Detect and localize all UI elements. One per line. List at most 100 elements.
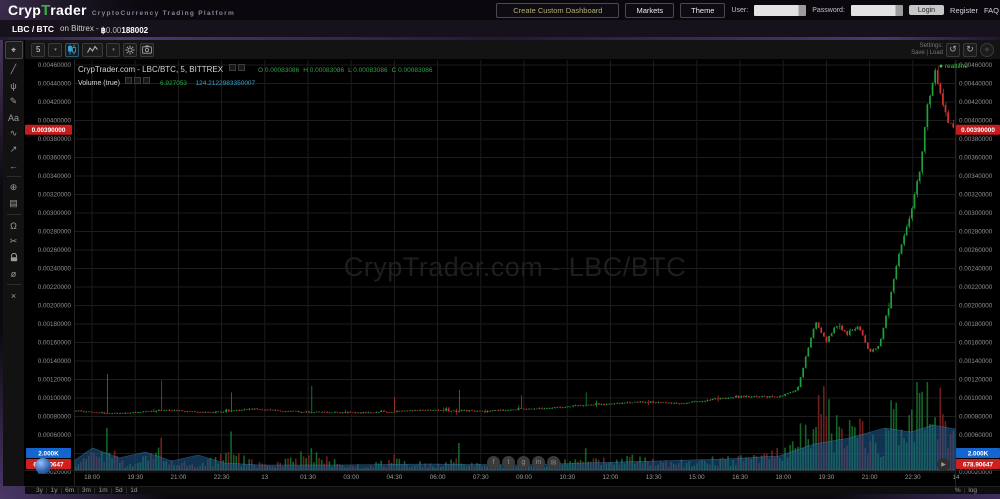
share-google-button[interactable]: g bbox=[517, 456, 530, 469]
interval-dropdown-button[interactable]: ▾ bbox=[48, 42, 63, 57]
candlestick-type-icon[interactable] bbox=[65, 42, 80, 57]
theme-toggle-button[interactable]: ● bbox=[980, 42, 994, 57]
range-3m-button[interactable]: 3m bbox=[81, 487, 91, 494]
chart-shell: 5 ▾ ▾ Settings: Save | Load ↺ ↻ ● bbox=[3, 40, 1000, 494]
ohlc-key: L bbox=[348, 67, 352, 74]
measure-tool-icon[interactable]: ▤ bbox=[9, 198, 18, 208]
arrow-tool-icon[interactable]: ← bbox=[9, 160, 18, 171]
position-tool-icon[interactable]: ↗ bbox=[9, 144, 18, 154]
svg-text:0.00440000: 0.00440000 bbox=[38, 81, 72, 88]
scale-log-button[interactable]: log bbox=[968, 487, 977, 494]
indicators-button[interactable] bbox=[82, 42, 104, 57]
range-5d-button[interactable]: 5d bbox=[115, 487, 123, 494]
faq-link[interactable]: FAQ bbox=[983, 5, 999, 15]
range-3y-button[interactable]: 3y bbox=[36, 487, 43, 494]
scale-%-button[interactable]: % bbox=[954, 487, 961, 494]
svg-text:0.00060000: 0.00060000 bbox=[38, 432, 72, 439]
share-facebook-button[interactable]: f bbox=[487, 456, 500, 469]
svg-text:22:30: 22:30 bbox=[214, 474, 230, 481]
svg-text:0.00200000: 0.00200000 bbox=[38, 303, 72, 310]
brush-tool-icon[interactable]: ✎ bbox=[9, 96, 18, 106]
volume-close-button[interactable] bbox=[143, 77, 151, 85]
price-value: 188002 bbox=[121, 25, 149, 35]
chart-panel: CrypTrader.com - LBC/BTC 0.00460000 0.004… bbox=[25, 60, 1000, 486]
range-1m-button[interactable]: 1m bbox=[98, 487, 108, 494]
text-tool-icon[interactable]: Aa bbox=[7, 112, 19, 123]
svg-text:0.00420000: 0.00420000 bbox=[38, 99, 72, 106]
svg-text:0.00400000: 0.00400000 bbox=[959, 118, 993, 125]
legend-edit-button[interactable] bbox=[228, 64, 236, 72]
svg-text:0.00220000: 0.00220000 bbox=[959, 284, 993, 291]
snapshot-button[interactable] bbox=[140, 42, 155, 57]
redo-button[interactable]: ↻ bbox=[963, 42, 977, 57]
gear-icon bbox=[125, 45, 135, 54]
chart-settings-button[interactable] bbox=[123, 42, 138, 57]
chart-canvas[interactable]: 0.00460000 0.00460000 0.00440000 0.00440000… bbox=[25, 60, 1000, 486]
svg-text:0.00340000: 0.00340000 bbox=[38, 173, 72, 180]
svg-text:0.00180000: 0.00180000 bbox=[959, 321, 993, 328]
svg-text:09:00: 09:00 bbox=[516, 474, 532, 481]
markets-button[interactable]: Markets bbox=[625, 2, 675, 18]
crosshair-tool-icon[interactable]: ⌖ bbox=[4, 41, 23, 59]
settings-save-load[interactable]: Settings: Save | Load bbox=[911, 43, 943, 57]
save-load-label: Save | Load bbox=[911, 49, 943, 56]
magnet-tool-icon[interactable]: Ω bbox=[10, 220, 17, 231]
login-button[interactable]: Login bbox=[908, 5, 945, 15]
scale-buttons: % | log bbox=[952, 487, 980, 494]
ohlc-value: 0.00083086 bbox=[263, 67, 300, 74]
eraser-tool-icon[interactable]: ✂ bbox=[9, 236, 18, 246]
range-1y-button[interactable]: 1y bbox=[50, 487, 58, 494]
zoom-tool-icon[interactable]: ⊕ bbox=[9, 182, 18, 192]
volume-hide-button[interactable] bbox=[134, 77, 142, 85]
create-custom-dashboard-button[interactable]: Create Custom Dashboard bbox=[496, 2, 620, 18]
svg-text:19:30: 19:30 bbox=[819, 474, 835, 481]
svg-text:14: 14 bbox=[952, 474, 960, 481]
svg-text:06:00: 06:00 bbox=[430, 474, 446, 481]
trend-line-tool-icon[interactable]: ╱ bbox=[10, 64, 17, 74]
separator: | bbox=[110, 487, 113, 494]
share-linkedin-button[interactable]: in bbox=[532, 456, 545, 469]
legend-close-button[interactable] bbox=[237, 64, 245, 72]
pattern-tool-icon[interactable]: ∿ bbox=[9, 128, 18, 138]
svg-text:0.00320000: 0.00320000 bbox=[38, 192, 72, 199]
delete-tool-icon[interactable]: × bbox=[10, 290, 17, 301]
ohlc-value: 0.00083086 bbox=[396, 67, 433, 74]
undo-button[interactable]: ↺ bbox=[946, 42, 960, 57]
lock-tool-icon[interactable] bbox=[6, 250, 22, 265]
svg-text:0.00440000: 0.00440000 bbox=[959, 81, 993, 88]
svg-text:0.00460000: 0.00460000 bbox=[959, 62, 993, 69]
svg-text:0.00300000: 0.00300000 bbox=[38, 210, 72, 217]
media-play-button[interactable]: ▶ bbox=[937, 458, 950, 471]
password-input[interactable] bbox=[850, 4, 903, 16]
register-link[interactable]: Register bbox=[950, 5, 978, 15]
share-twitter-button[interactable]: t bbox=[502, 456, 515, 469]
share-mail-button[interactable]: ✉ bbox=[547, 456, 560, 469]
svg-text:0.00220000: 0.00220000 bbox=[38, 284, 72, 291]
user-input[interactable] bbox=[754, 4, 807, 16]
logo-bubble-icon bbox=[35, 458, 51, 474]
range-1d-button[interactable]: 1d bbox=[130, 487, 138, 494]
drawing-toolbar: ⌖ ╱ ψ ✎ Aa ∿ ↗ ← ⊕ ▤ Ω ✂ ø × bbox=[3, 40, 25, 486]
user-label: User: bbox=[731, 6, 749, 14]
ohlc-value: 0.00083086 bbox=[351, 67, 388, 74]
svg-text:12:00: 12:00 bbox=[603, 474, 619, 481]
pair-title: LBC / BTC bbox=[12, 23, 55, 34]
volume-settings-button[interactable] bbox=[125, 77, 133, 85]
interval-select[interactable]: 5 bbox=[31, 42, 46, 57]
svg-text:0.00300000: 0.00300000 bbox=[959, 210, 993, 217]
toolbar-divider bbox=[6, 176, 21, 177]
realtime-label: realtime bbox=[944, 63, 968, 70]
range-6m-button[interactable]: 6m bbox=[65, 487, 75, 494]
legend-title: CrypTrader.com - LBC/BTC, 5, BITTREX bbox=[78, 65, 224, 74]
realtime-status: ● realtime bbox=[939, 63, 968, 70]
theme-button[interactable]: Theme bbox=[680, 2, 726, 18]
hide-tool-icon[interactable]: ø bbox=[10, 268, 17, 279]
indicators-dropdown-button[interactable]: ▾ bbox=[106, 42, 121, 57]
svg-text:22:30: 22:30 bbox=[905, 474, 921, 481]
svg-text:0.00140000: 0.00140000 bbox=[959, 358, 993, 365]
indicator-zigzag-icon bbox=[87, 45, 99, 53]
price-prefix: 0.00 bbox=[105, 25, 122, 35]
pitchfork-tool-icon[interactable]: ψ bbox=[10, 80, 17, 91]
